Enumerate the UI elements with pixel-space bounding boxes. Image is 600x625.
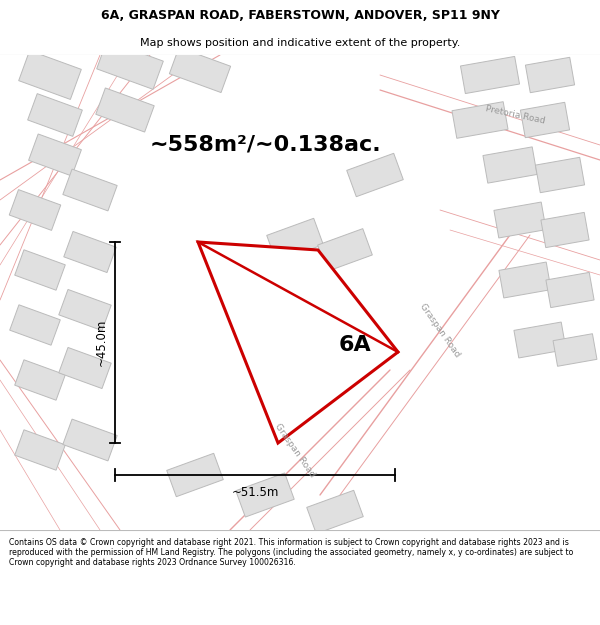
Polygon shape [483, 147, 537, 183]
Text: Graspan Road: Graspan Road [273, 421, 317, 479]
Polygon shape [10, 305, 60, 345]
Polygon shape [452, 102, 508, 138]
Text: Contains OS data © Crown copyright and database right 2021. This information is : Contains OS data © Crown copyright and d… [9, 538, 573, 568]
Polygon shape [541, 213, 589, 248]
Polygon shape [96, 88, 154, 132]
Polygon shape [64, 231, 116, 272]
Polygon shape [15, 360, 65, 400]
Polygon shape [494, 202, 546, 238]
Polygon shape [307, 490, 363, 534]
Polygon shape [535, 158, 584, 192]
Text: Pretoria Road: Pretoria Road [484, 104, 546, 126]
Polygon shape [347, 153, 403, 197]
Text: ~558m²/~0.138ac.: ~558m²/~0.138ac. [150, 135, 382, 155]
Polygon shape [19, 51, 82, 99]
Polygon shape [15, 430, 65, 470]
Polygon shape [15, 250, 65, 290]
Polygon shape [546, 272, 594, 308]
Text: 6A, GRASPAN ROAD, FABERSTOWN, ANDOVER, SP11 9NY: 6A, GRASPAN ROAD, FABERSTOWN, ANDOVER, S… [101, 9, 499, 22]
Polygon shape [236, 473, 294, 517]
Polygon shape [169, 48, 230, 92]
Polygon shape [460, 56, 520, 94]
Text: Map shows position and indicative extent of the property.: Map shows position and indicative extent… [140, 38, 460, 48]
Text: Graspan Road: Graspan Road [418, 301, 462, 359]
Polygon shape [9, 189, 61, 231]
Polygon shape [553, 334, 597, 366]
Text: ~45.0m: ~45.0m [95, 319, 107, 366]
Polygon shape [29, 134, 82, 176]
Polygon shape [317, 229, 373, 271]
Polygon shape [499, 262, 551, 298]
Polygon shape [526, 58, 575, 92]
Polygon shape [63, 169, 117, 211]
Polygon shape [59, 348, 111, 389]
Polygon shape [97, 41, 163, 89]
Polygon shape [28, 94, 82, 136]
Polygon shape [167, 453, 223, 497]
Text: ~51.5m: ~51.5m [232, 486, 278, 499]
Polygon shape [520, 102, 569, 138]
Polygon shape [267, 218, 323, 262]
Polygon shape [59, 289, 111, 331]
Text: 6A: 6A [338, 335, 371, 355]
Polygon shape [514, 322, 566, 358]
Polygon shape [198, 242, 398, 443]
Polygon shape [63, 419, 117, 461]
